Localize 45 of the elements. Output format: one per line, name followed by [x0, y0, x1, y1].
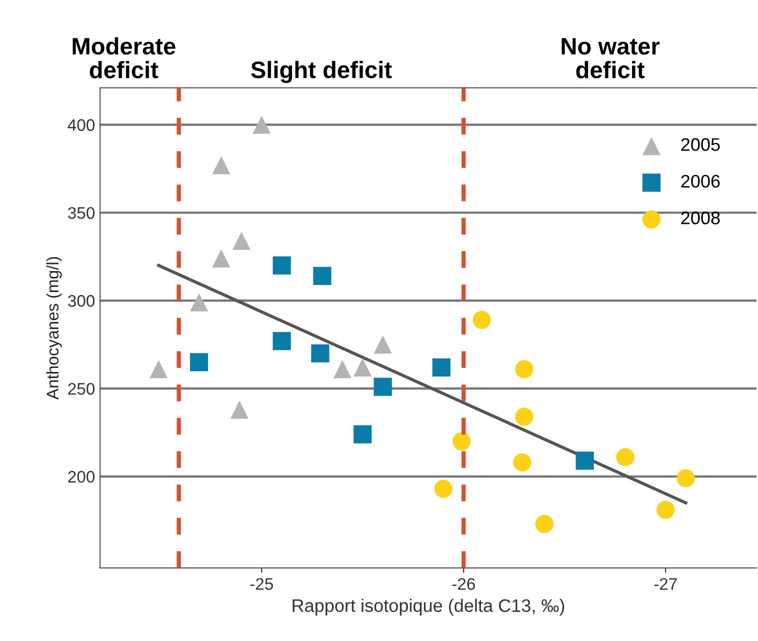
- point: [232, 232, 250, 250]
- text: No water deficit: [562, 38, 660, 78]
- point: [212, 156, 230, 174]
- point: [190, 293, 208, 312]
- x-tick-label: -27: [654, 578, 677, 590]
- y-tick-label: 300: [68, 295, 95, 307]
- x-tick-label: -25: [250, 578, 273, 590]
- y-tick-label: 350: [68, 207, 95, 219]
- point: [676, 469, 695, 488]
- point: [333, 360, 352, 378]
- point: [535, 514, 554, 534]
- legend-label: 2006: [681, 174, 720, 188]
- point: [212, 249, 230, 268]
- point: [252, 116, 271, 134]
- point: [515, 408, 534, 426]
- point: [230, 400, 248, 419]
- point: [656, 500, 675, 519]
- point: [432, 358, 450, 376]
- point: [515, 360, 534, 378]
- point: [576, 452, 594, 470]
- text: Moderate deficit: [72, 37, 176, 78]
- x-tick-label: -26: [452, 578, 475, 590]
- x-axis-title: Rapport isotopique (delta C13, ‰): [292, 598, 564, 616]
- point: [311, 344, 330, 362]
- point: [190, 353, 208, 372]
- point: [434, 480, 452, 498]
- text: Slight deficit: [251, 60, 392, 84]
- point: [616, 448, 634, 466]
- y-tick-label: 400: [68, 119, 95, 131]
- point: [354, 425, 372, 444]
- point: [150, 360, 168, 378]
- point: [313, 266, 332, 286]
- y-tick-label: 200: [68, 470, 95, 483]
- y-axis-title: Anthocyanes (mg/l): [46, 257, 62, 400]
- point: [272, 332, 291, 350]
- legend-label: 2008: [681, 212, 720, 224]
- legend-label: 2005: [681, 138, 720, 151]
- point: [374, 378, 392, 396]
- point: [472, 310, 491, 330]
- point: [272, 256, 291, 274]
- point: [452, 432, 471, 450]
- point: [374, 336, 392, 354]
- point: [513, 453, 532, 472]
- point: [354, 358, 372, 376]
- y-tick-label: 250: [68, 382, 95, 395]
